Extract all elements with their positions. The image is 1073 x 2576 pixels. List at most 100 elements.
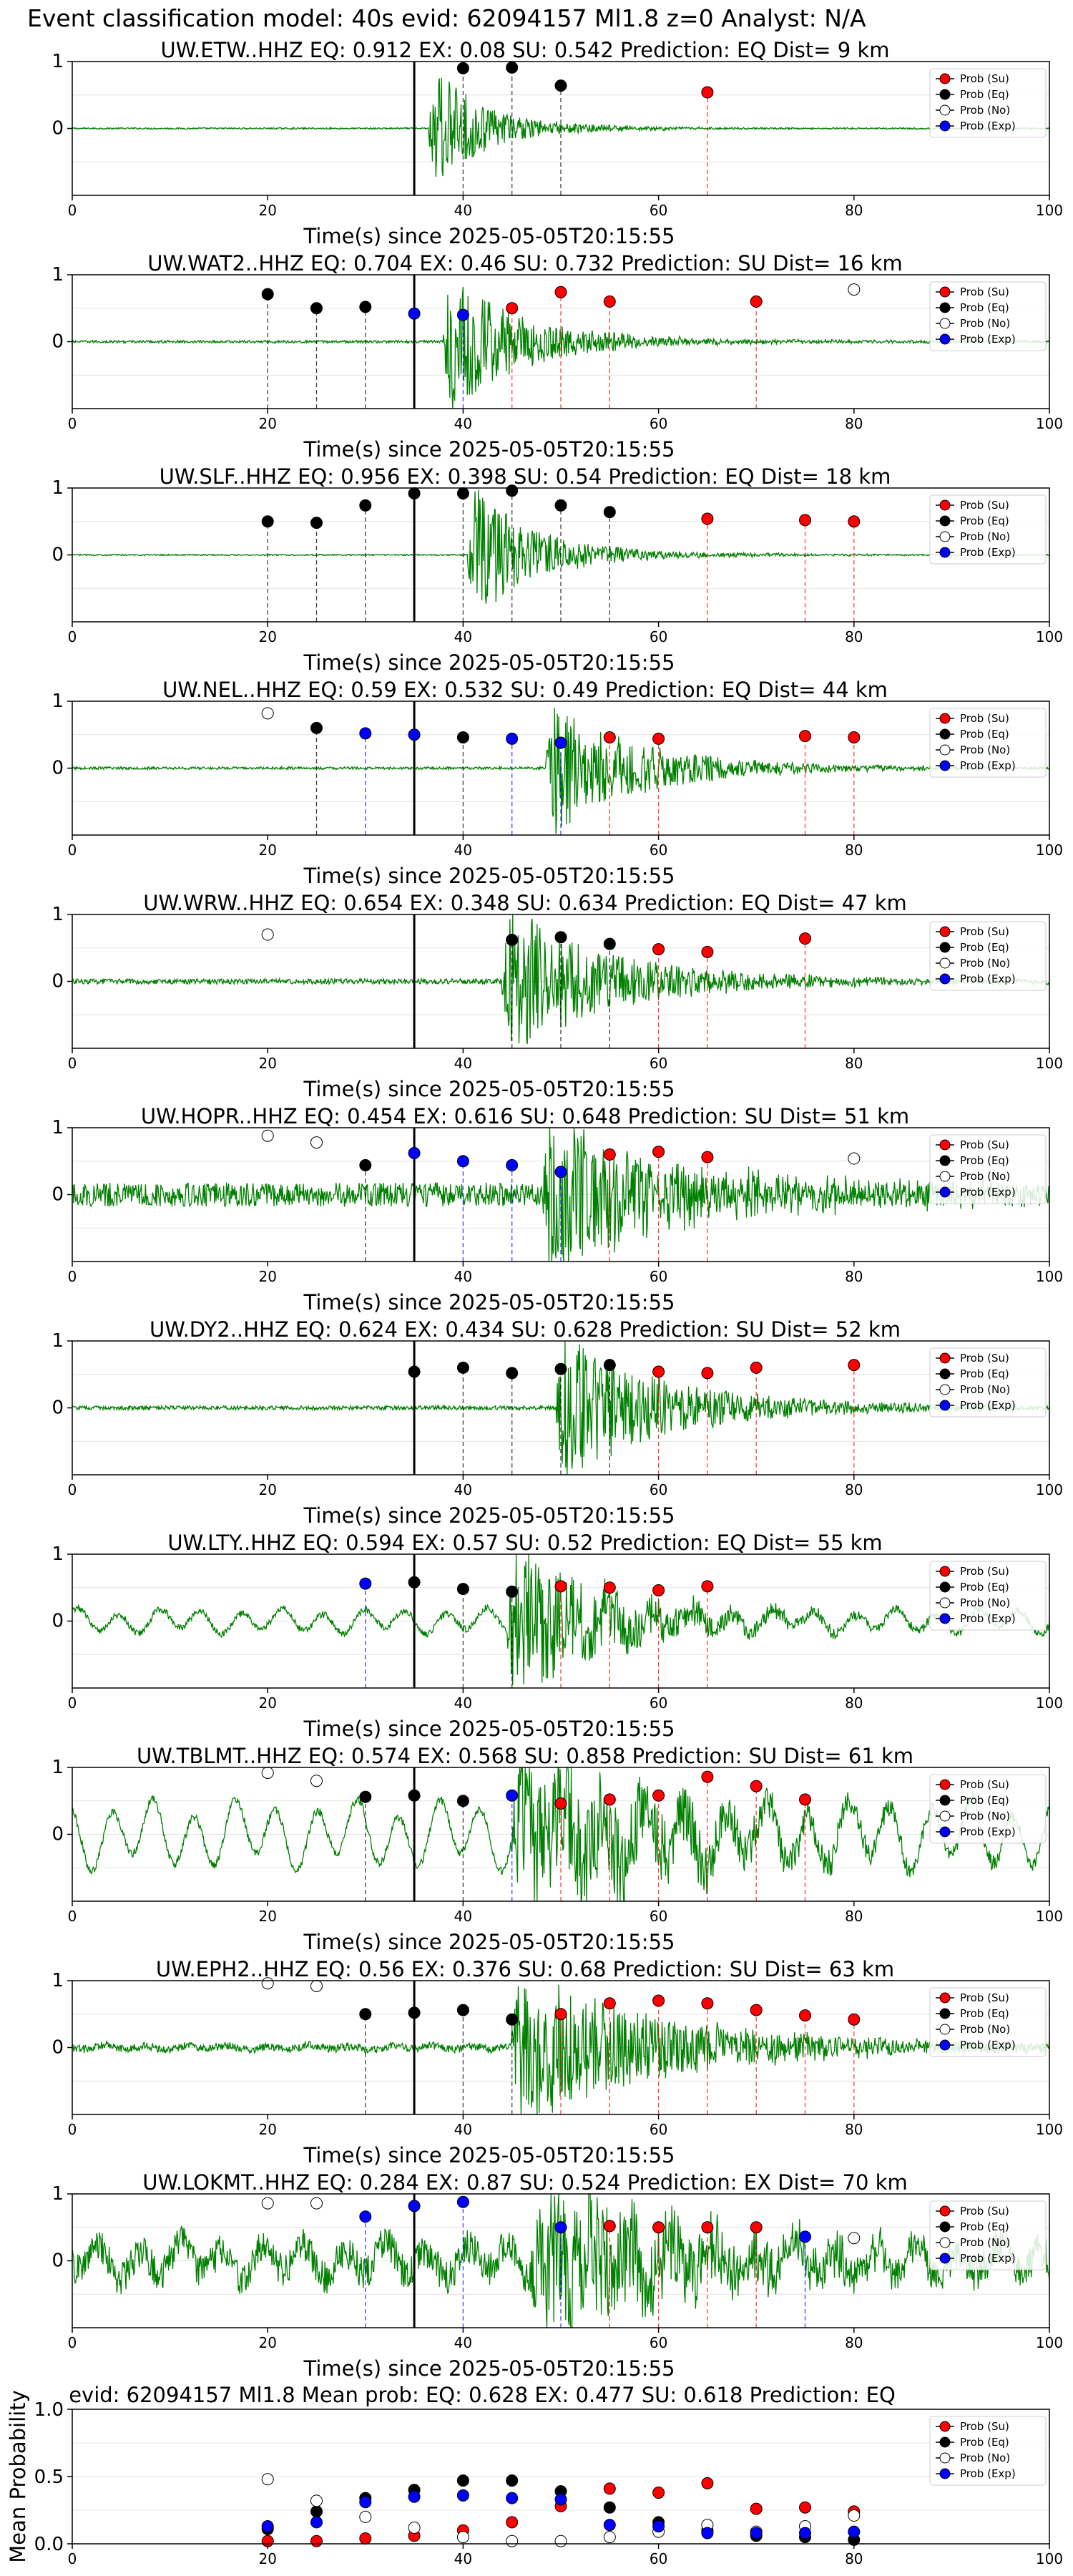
x-tick-label: 100 [1036,1268,1063,1285]
legend-marker-no [939,1597,951,1609]
legend-label-no: Prob (No) [960,1383,1010,1396]
prob-point-su [652,1789,665,1802]
mean-point-eq [603,2501,616,2514]
prob-point-su [750,1780,763,1792]
x-tick-label: 40 [454,1055,472,1072]
legend-marker-no [939,104,951,116]
prob-point-eq [603,937,616,950]
prob-point-su [603,2220,616,2233]
figure-suptitle: Event classification model: 40s evid: 62… [27,4,866,32]
legend-label-exp: Prob (Exp) [960,1186,1016,1199]
prob-point-exp [408,728,421,741]
legend-label-exp: Prob (Exp) [960,333,1016,346]
prob-point-su [799,514,811,527]
legend-marker-su [939,1779,951,1790]
legend-marker-exp [939,2468,951,2479]
prob-point-eq [554,79,567,92]
mean-point-exp [359,2496,372,2509]
prob-point-eq [456,487,469,499]
prob-point-su [652,732,665,745]
legend-label-exp: Prob (Exp) [960,119,1016,132]
legend-box [929,708,1047,778]
legend-label-exp: Prob (Exp) [960,2467,1016,2480]
x-tick-label: 60 [650,2334,667,2351]
prob-point-no [261,1766,274,1779]
y-tick-label: 1 [52,2183,64,2205]
panel-title: UW.WAT2..HHZ EQ: 0.704 EX: 0.46 SU: 0.73… [147,251,902,275]
x-tick-label: 60 [650,2121,667,2138]
x-tick-label: 20 [258,1694,276,1712]
prob-point-exp [408,307,421,320]
mean-point-exp [506,2492,519,2504]
panel-title: UW.EPH2..HHZ EQ: 0.56 EX: 0.376 SU: 0.68… [156,1957,894,1981]
legend-label-no: Prob (No) [960,2236,1010,2249]
x-tick-label: 0 [68,202,77,219]
prob-point-su [848,1359,861,1372]
legend-label-exp: Prob (Exp) [960,546,1016,559]
x-tick-label: 100 [1036,2550,1063,2567]
prob-point-su [652,1146,665,1158]
panel-title: UW.HOPR..HHZ EQ: 0.454 EX: 0.616 SU: 0.6… [141,1104,909,1128]
panel-title: UW.LTY..HHZ EQ: 0.594 EX: 0.57 SU: 0.52 … [167,1531,882,1555]
legend-marker-no [939,531,951,542]
prob-point-su [799,2009,811,2022]
prob-point-exp [554,1166,567,1179]
prob-point-eq [506,1367,519,1380]
legend-box [929,2416,1047,2486]
prob-point-su [799,1793,811,1806]
prob-point-no [261,2197,274,2210]
legend-marker-eq [939,2008,951,2019]
prob-point-exp [359,2210,372,2223]
x-tick-label: 100 [1036,1908,1063,1925]
legend-marker-eq [939,2436,951,2448]
panel-title: UW.SLF..HHZ EQ: 0.956 EX: 0.398 SU: 0.54… [160,464,891,489]
x-tick-label: 80 [845,628,863,645]
prob-point-eq [408,1576,421,1589]
waveform-trace [72,1340,1050,1475]
prob-point-exp [456,308,469,321]
x-tick-label: 0 [68,841,77,859]
panel-title: UW.DY2..HHZ EQ: 0.624 EX: 0.434 SU: 0.62… [150,1317,901,1342]
prob-point-exp [408,2200,421,2212]
legend-label-eq: Prob (Eq) [960,2007,1009,2020]
prob-point-su [652,1584,665,1596]
prob-point-su [603,731,616,743]
y-tick-label: 0 [52,1611,64,1632]
prob-point-eq [456,62,469,74]
prob-point-eq [456,1583,469,1596]
x-axis-label: Time(s) since 2025-05-05T20:15:55 [303,1930,675,1954]
prob-point-eq [310,517,323,530]
legend-marker-eq [939,1368,951,1380]
x-tick-label: 0 [68,1055,77,1072]
prob-point-su [848,731,861,743]
prob-point-eq [359,301,372,313]
prob-point-su [701,512,714,525]
legend-marker-eq [939,942,951,953]
prob-point-eq [456,1361,469,1374]
legend-marker-su [939,1992,951,2004]
prob-point-su [750,2004,763,2016]
prob-point-su [554,1797,567,1810]
prob-point-eq [456,731,469,743]
y-tick-label: 0 [52,1824,64,1845]
mean-point-exp [456,2489,469,2502]
x-tick-label: 40 [454,202,472,219]
legend-marker-eq [939,728,951,740]
legend-label-no: Prob (No) [960,743,1010,756]
waveform-trace [72,77,1050,177]
x-tick-label: 60 [650,1268,667,1285]
x-tick-label: 20 [258,841,276,859]
prob-point-eq [554,499,567,512]
x-tick-label: 60 [650,1908,667,1925]
x-tick-label: 20 [258,2334,276,2351]
x-tick-label: 100 [1036,628,1063,645]
legend-marker-su [939,286,951,298]
prob-point-su [750,2221,763,2234]
x-tick-label: 60 [650,1694,667,1712]
legend-box [929,1987,1047,2057]
x-tick-label: 40 [454,2334,472,2351]
prob-point-su [750,295,763,308]
